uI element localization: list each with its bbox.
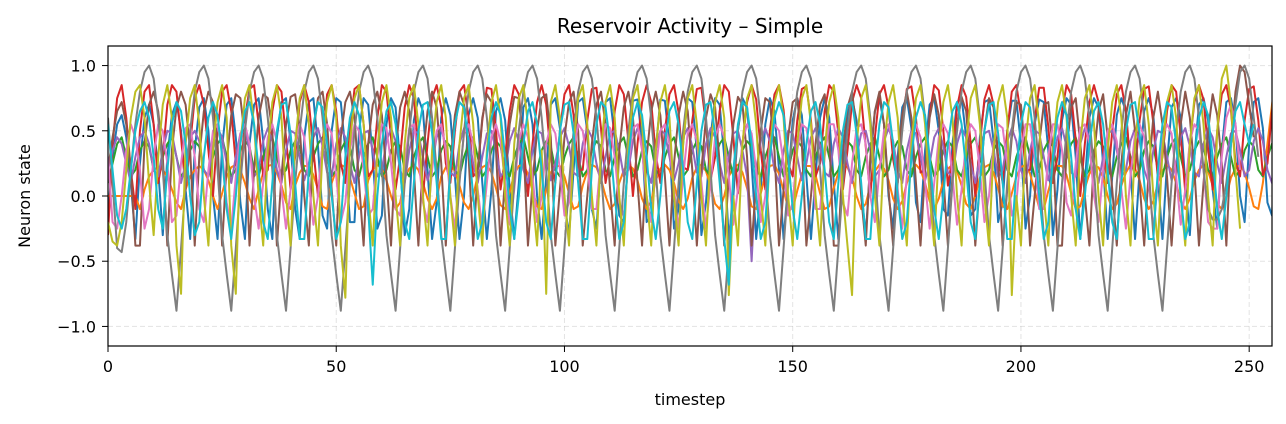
x-tick-label: 200 bbox=[1006, 357, 1037, 376]
y-axis-ticks: 1.0 0.5 0.0 −0.5 −1.0 bbox=[57, 57, 108, 336]
x-tick-label: 50 bbox=[326, 357, 346, 376]
y-tick-label: −1.0 bbox=[57, 317, 96, 336]
y-tick-label: 1.0 bbox=[71, 57, 96, 76]
x-tick-label: 150 bbox=[777, 357, 808, 376]
y-tick-label: 0.5 bbox=[71, 122, 96, 141]
x-axis-label: timestep bbox=[655, 390, 726, 409]
x-tick-label: 250 bbox=[1234, 357, 1265, 376]
y-axis-label: Neuron state bbox=[15, 144, 34, 248]
series-line-5 bbox=[108, 127, 1272, 263]
y-tick-label: −0.5 bbox=[57, 252, 96, 271]
series-line-10 bbox=[108, 101, 1255, 286]
y-tick-label: 0.0 bbox=[71, 187, 96, 206]
chart-title: Reservoir Activity – Simple bbox=[557, 14, 823, 38]
series-layer bbox=[108, 64, 1272, 312]
x-axis-ticks: 0 50 100 150 200 250 bbox=[103, 346, 1265, 376]
x-tick-label: 100 bbox=[549, 357, 580, 376]
series-line-6 bbox=[108, 64, 1255, 247]
x-tick-label: 0 bbox=[103, 357, 113, 376]
